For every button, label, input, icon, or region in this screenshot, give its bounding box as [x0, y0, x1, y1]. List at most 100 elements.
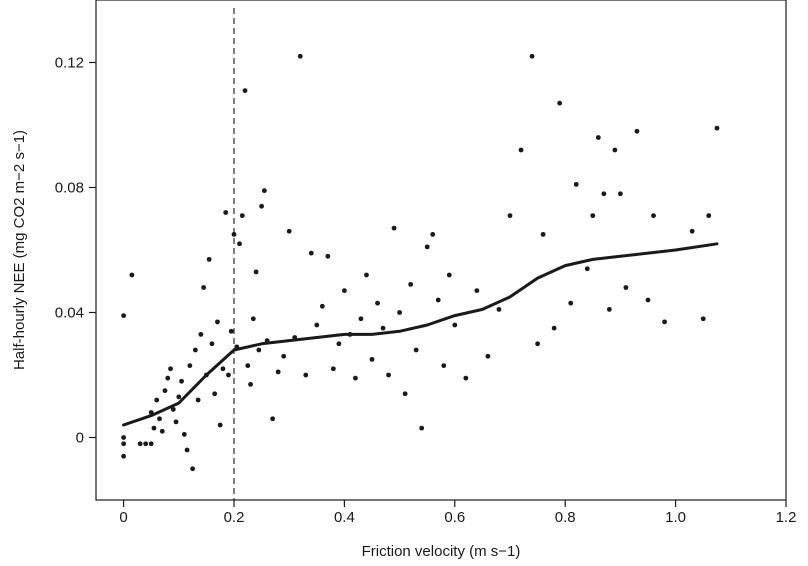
data-point	[190, 466, 196, 472]
data-point	[706, 213, 712, 219]
data-point	[612, 147, 618, 153]
data-point	[634, 128, 640, 134]
data-point	[325, 253, 331, 259]
data-point	[250, 316, 256, 322]
data-point	[151, 425, 157, 431]
data-point	[446, 272, 452, 278]
data-point	[645, 297, 651, 303]
data-point	[281, 353, 287, 359]
data-point	[584, 266, 590, 272]
data-point	[463, 375, 469, 381]
x-axis-label: Friction velocity (m s−1)	[362, 543, 521, 560]
data-point	[198, 331, 204, 337]
x-tick-label: 0.6	[444, 509, 465, 526]
y-tick-label: 0.12	[55, 55, 84, 72]
data-point	[170, 406, 176, 412]
data-point	[275, 369, 281, 375]
data-point	[223, 210, 229, 215]
data-point	[173, 419, 179, 425]
data-point	[601, 191, 607, 197]
data-point	[242, 88, 248, 94]
smooth-fit-line	[122, 242, 719, 427]
data-point	[256, 347, 262, 353]
data-point	[342, 288, 347, 294]
data-point	[259, 203, 264, 209]
data-point	[557, 100, 563, 106]
data-point	[391, 225, 397, 231]
data-point	[496, 306, 502, 312]
y-axis-ticks: 0 0.04 0.08 0.12	[55, 55, 96, 447]
y-tick-label: 0	[76, 430, 84, 447]
x-axis-ticks: 0 0.2 0.4 0.6 0.8 1.0 1.2	[119, 500, 796, 526]
data-point	[419, 425, 425, 431]
data-point	[330, 366, 336, 372]
x-tick-label: 1.2	[776, 509, 797, 526]
data-point	[441, 363, 447, 369]
data-point	[369, 356, 375, 362]
data-point	[435, 297, 441, 303]
data-point	[195, 397, 201, 403]
data-point	[162, 388, 168, 394]
data-point	[700, 316, 706, 322]
data-point	[231, 231, 237, 237]
data-point	[187, 363, 193, 369]
data-point	[606, 306, 612, 312]
data-point	[364, 272, 369, 278]
data-point	[474, 288, 480, 294]
y-axis-label: Half-hourly NEE (mg CO2 m−2 s−1)	[11, 130, 28, 370]
data-point	[651, 213, 656, 219]
data-point	[573, 181, 579, 187]
data-point	[261, 188, 267, 194]
data-point	[689, 228, 695, 234]
data-point	[413, 347, 419, 353]
x-tick-label: 0.2	[224, 509, 245, 526]
data-point	[297, 53, 303, 59]
data-point	[540, 231, 546, 237]
data-point	[507, 213, 513, 219]
data-point	[424, 244, 430, 250]
data-point	[408, 281, 414, 287]
data-point	[248, 381, 253, 387]
data-point	[237, 241, 242, 247]
data-point	[551, 325, 557, 331]
data-point	[220, 366, 226, 372]
x-tick-label: 1.0	[665, 509, 686, 526]
data-point	[239, 213, 245, 219]
data-point	[121, 313, 126, 319]
scatter-points	[121, 53, 720, 472]
data-point	[336, 341, 342, 347]
data-point	[714, 125, 720, 131]
data-point	[192, 347, 198, 353]
data-point	[184, 447, 190, 453]
data-point	[176, 394, 182, 400]
data-point	[623, 285, 629, 290]
data-point	[590, 213, 596, 219]
data-point	[253, 269, 259, 275]
data-point	[485, 353, 491, 359]
data-point	[314, 322, 320, 328]
data-point	[535, 341, 540, 347]
data-point	[402, 391, 408, 397]
data-point	[568, 300, 574, 306]
data-point	[165, 375, 171, 381]
data-point	[386, 372, 391, 378]
y-tick-label: 0.08	[55, 180, 84, 197]
plot-frame	[95, 0, 787, 501]
data-point	[430, 231, 436, 237]
data-point	[529, 53, 535, 59]
data-point	[380, 325, 386, 331]
data-point	[215, 319, 220, 325]
x-tick-label: 0	[119, 509, 127, 526]
x-tick-label: 0.8	[555, 509, 576, 526]
data-point	[217, 422, 223, 428]
data-point	[245, 363, 251, 369]
y-tick-label: 0.04	[55, 305, 84, 322]
data-point	[286, 228, 292, 234]
data-point	[148, 441, 154, 447]
data-point	[179, 378, 184, 384]
data-point	[397, 310, 402, 315]
data-point	[308, 250, 314, 256]
data-point	[121, 453, 126, 459]
data-point	[226, 372, 231, 378]
